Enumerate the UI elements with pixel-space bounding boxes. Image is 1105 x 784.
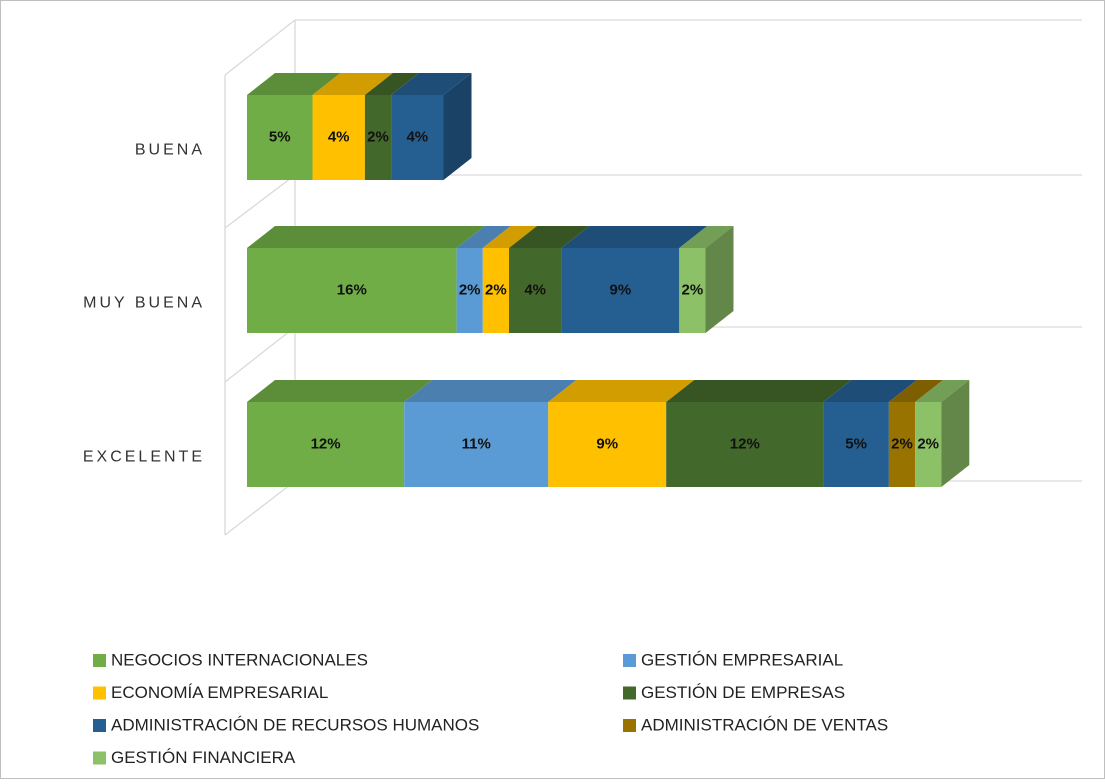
- bar: [666, 402, 824, 487]
- bar-top: [548, 380, 695, 402]
- bar-top: [823, 380, 917, 402]
- value-label: 2%: [459, 281, 481, 298]
- value-label: 4%: [524, 281, 546, 298]
- bar-side: [443, 73, 472, 180]
- bar-side: [705, 226, 734, 333]
- bar-top: [915, 380, 970, 402]
- legend-swatch: [93, 686, 106, 700]
- bar: [364, 95, 392, 180]
- bar-top: [247, 226, 485, 248]
- value-label: 5%: [269, 128, 291, 145]
- bar-top: [247, 73, 341, 95]
- bar: [247, 248, 457, 333]
- bar: [482, 248, 509, 333]
- legend-label: GESTIÓN EMPRESARIAL: [641, 650, 843, 669]
- value-label: 2%: [682, 281, 704, 298]
- bar: [823, 402, 889, 487]
- legend-swatch: [93, 751, 106, 765]
- value-label: 11%: [462, 435, 491, 452]
- value-label: 5%: [845, 435, 867, 452]
- bar-top: [666, 380, 852, 402]
- bar-top: [679, 226, 734, 248]
- category-label: MUY BUENA: [83, 295, 205, 312]
- bar: [391, 95, 444, 180]
- bar: [404, 402, 549, 487]
- bar-top: [509, 226, 590, 248]
- legend-swatch: [93, 719, 106, 732]
- value-label: 2%: [485, 281, 507, 298]
- value-label: 2%: [891, 435, 913, 452]
- bar: [247, 402, 405, 487]
- bar-top: [404, 380, 577, 402]
- category-label: BUENA: [135, 142, 205, 159]
- legend-label: GESTIÓN DE EMPRESAS: [641, 683, 845, 702]
- value-label: 16%: [337, 281, 367, 298]
- bar: [561, 248, 680, 333]
- bar-top: [391, 73, 472, 95]
- value-label: 9%: [596, 435, 618, 452]
- bar-top: [482, 226, 537, 248]
- legend-label: ADMINISTRACIÓN DE VENTAS: [641, 715, 888, 734]
- legend-swatch: [93, 654, 106, 667]
- legend-label: ADMINISTRACIÓN DE RECURSOS HUMANOS: [111, 715, 479, 734]
- bar: [312, 95, 365, 180]
- legend-swatch: [623, 686, 636, 700]
- value-label: 9%: [610, 281, 632, 298]
- bar-top: [312, 73, 393, 95]
- category-label: EXCELENTE: [83, 449, 205, 466]
- legend-label: GESTIÓN FINANCIERA: [111, 748, 296, 767]
- bar-top: [888, 380, 944, 402]
- bar: [888, 402, 916, 487]
- bar-side: [941, 380, 970, 487]
- bar-top: [456, 226, 511, 248]
- bar: [456, 248, 483, 333]
- value-label: 2%: [367, 128, 389, 145]
- bar-top: [364, 73, 420, 95]
- bar: [548, 402, 667, 487]
- legend-label: ECONOMÍA EMPRESARIAL: [111, 683, 328, 702]
- value-label: 2%: [917, 435, 939, 452]
- bar: [247, 95, 313, 180]
- bar: [915, 402, 942, 487]
- legend-swatch: [623, 654, 636, 667]
- bar-top: [561, 226, 708, 248]
- bar: [509, 248, 562, 333]
- value-label: 4%: [328, 128, 350, 145]
- bar-top: [247, 380, 433, 402]
- value-label: 4%: [406, 128, 428, 145]
- value-label: 12%: [311, 435, 341, 452]
- legend-swatch: [623, 719, 636, 732]
- value-label: 12%: [730, 435, 760, 452]
- bar: [679, 248, 706, 333]
- legend-label: NEGOCIOS INTERNACIONALES: [111, 650, 368, 669]
